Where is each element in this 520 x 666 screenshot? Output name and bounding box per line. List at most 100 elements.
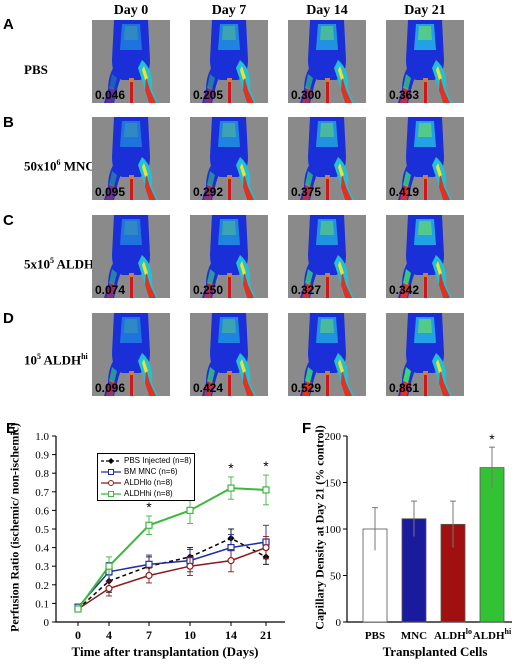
perfusion-value: 0.300 (291, 88, 322, 102)
perfusion-value: 0.363 (389, 88, 420, 102)
perfusion-value: 0.250 (193, 283, 224, 297)
legend-item-pbs: PBS Injected (n=8) (101, 455, 191, 466)
perfusion-value: 0.861 (389, 381, 420, 395)
y-tick-label: 150 (325, 478, 342, 490)
x-tick-label: 10 (184, 628, 196, 642)
bar (479, 467, 505, 623)
series-line-3 (77, 487, 267, 610)
mouse-hindlimb-scan (202, 313, 256, 396)
perfusion-image: 0.375 (288, 117, 366, 200)
row-label-aldhhi: 105 ALDHhi (24, 352, 88, 368)
data-point (105, 584, 113, 593)
mouse-hindlimb-scan (300, 117, 354, 200)
perfusion-value: 0.419 (389, 185, 420, 199)
perfusion-image: 0.046 (92, 20, 170, 103)
y-tick-label: 200 (325, 431, 342, 443)
row-letter-c: C (3, 212, 14, 229)
y-tick-label: 1.0 (35, 431, 49, 443)
day-header-14: Day 14 (306, 3, 348, 18)
panel-f-xlabel: Transplanted Cells (382, 644, 488, 659)
significance-marker: * (263, 458, 269, 474)
perfusion-image: 0.300 (288, 20, 366, 103)
perfusion-value: 0.074 (95, 283, 126, 297)
panel-letter-f: F (302, 420, 312, 437)
perfusion-image: 0.205 (190, 20, 268, 103)
y-tick-label: 0.2 (35, 580, 49, 592)
data-point (262, 544, 270, 552)
series-line-0 (77, 537, 267, 610)
perfusion-image: 0.327 (288, 215, 366, 298)
perfusion-value: 0.529 (291, 381, 322, 395)
mouse-hindlimb-scan (398, 215, 452, 298)
perfusion-value: 0.327 (291, 283, 322, 297)
day-header-21: Day 21 (404, 3, 446, 18)
perfusion-value: 0.375 (291, 185, 322, 199)
data-point (145, 560, 153, 568)
perfusion-image: 0.095 (92, 117, 170, 200)
data-point (74, 605, 82, 613)
row-letter-d: D (3, 310, 14, 327)
data-point (145, 571, 153, 580)
x-tick-label: 14 (225, 628, 237, 642)
mouse-hindlimb-scan (398, 313, 452, 396)
data-point (145, 521, 153, 529)
x-tick-label: 4 (106, 628, 112, 642)
series-line-1 (77, 541, 267, 608)
legend-item-aldhlo: ALDHlo (n=8) (101, 477, 191, 488)
y-tick-label: 50 (330, 571, 342, 583)
row-label-mnc: 50x106 MNC (24, 158, 95, 174)
x-tick-label: 21 (260, 628, 272, 642)
significance-marker: * (228, 460, 234, 476)
mouse-hindlimb-scan (300, 313, 354, 396)
data-point (105, 562, 113, 570)
perfusion-value: 0.292 (193, 185, 224, 199)
y-tick-label: 0.9 (35, 450, 49, 462)
row-letter-b: B (3, 114, 14, 131)
category-label: ALDHhi (473, 627, 512, 642)
perfusion-image: 0.363 (386, 20, 464, 103)
significance-marker: * (146, 499, 152, 515)
y-tick-label: 0 (44, 617, 50, 629)
y-tick-label: 0.1 (35, 598, 49, 610)
perfusion-image: 0.419 (386, 117, 464, 200)
day-header-7: Day 7 (211, 3, 247, 18)
significance-marker: * (489, 431, 495, 447)
perfusion-value: 0.342 (389, 283, 420, 297)
y-tick-label: 0.8 (35, 468, 49, 480)
y-tick-label: 0.6 (35, 505, 49, 517)
perfusion-value: 0.046 (95, 88, 126, 102)
panel-e-xlabel: Time after transplantation (Days) (71, 644, 259, 659)
mouse-hindlimb-scan (104, 215, 158, 298)
perfusion-image: 0.292 (190, 117, 268, 200)
perfusion-image: 0.096 (92, 313, 170, 396)
x-tick-label: 7 (146, 628, 152, 642)
perfusion-image: 0.529 (288, 313, 366, 396)
category-label: MNC (401, 630, 427, 642)
perfusion-value: 0.424 (193, 381, 224, 395)
mouse-hindlimb-scan (202, 215, 256, 298)
mouse-hindlimb-scan (300, 20, 354, 103)
panel-letter-e: E (6, 420, 17, 437)
y-tick-label: 0.3 (35, 561, 49, 573)
data-point (227, 557, 235, 565)
data-point (186, 562, 194, 570)
perfusion-image: 0.424 (190, 313, 268, 396)
perfusion-value: 0.096 (95, 381, 126, 395)
mouse-hindlimb-scan (104, 117, 158, 200)
perfusion-image: 0.074 (92, 215, 170, 298)
mouse-hindlimb-scan (202, 20, 256, 103)
series-line-2 (77, 546, 267, 610)
row-label-pbs: PBS (24, 62, 48, 77)
y-tick-label: 0 (336, 617, 342, 629)
legend-item-mnc: BM MNC (n=6) (101, 466, 191, 477)
mouse-hindlimb-scan (300, 215, 354, 298)
perfusion-ratio-line-chart: 0 0.1 0.2 0.3 0.4 0.5 0.6 0.7 0.8 0.9 1.0 0 4 7 10 14 21… (35, 431, 285, 642)
perfusion-value: 0.095 (95, 185, 126, 199)
day-header-0: Day 0 (113, 3, 149, 18)
mouse-hindlimb-scan (398, 20, 452, 103)
mouse-hindlimb-scan (104, 20, 158, 103)
mouse-hindlimb-scan (104, 313, 158, 396)
data-point (186, 506, 194, 515)
chart-e-legend: PBS Injected (n=8) BM MNC (n=6) ALDHlo (… (97, 453, 196, 501)
data-point (262, 486, 270, 494)
